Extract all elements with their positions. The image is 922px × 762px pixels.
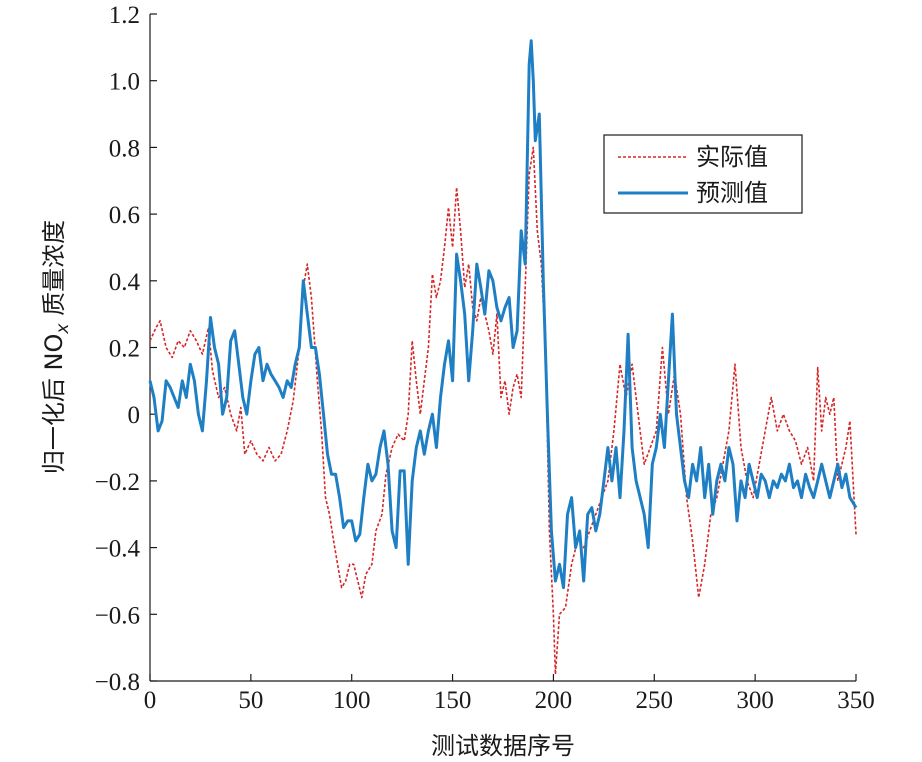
y-tick-label: −0.2: [95, 469, 140, 496]
y-tick-label: −0.4: [95, 536, 141, 563]
y-tick-label: −0.6: [95, 602, 140, 629]
y-axis-title-prefix: 归一化后 NO: [40, 334, 68, 474]
x-tick-label: 300: [736, 687, 774, 714]
y-axis-title-subscript: x: [53, 323, 73, 335]
x-tick-label: 200: [535, 687, 573, 714]
legend-label-actual: 实际值: [696, 143, 768, 171]
y-axis-title-suffix: 质量浓度: [40, 220, 68, 324]
y-tick-label: 0.4: [109, 269, 141, 296]
x-tick-label: 350: [837, 687, 875, 714]
x-tick-label: 50: [238, 687, 263, 714]
x-tick-label: 150: [434, 687, 472, 714]
y-tick-label: 0: [128, 402, 141, 429]
y-tick-label: 1.0: [109, 69, 140, 96]
x-axis-title: 测试数据序号: [431, 732, 575, 760]
x-tick-label: 100: [333, 687, 371, 714]
y-axis-title: 归一化后 NOx 质量浓度: [40, 220, 73, 474]
y-tick-label: 1.2: [109, 2, 140, 29]
series-line-actual: [149, 146, 857, 676]
y-tick-label: 0.6: [109, 202, 140, 229]
series-layer: [148, 39, 858, 676]
y-tick-label: 0.8: [109, 135, 140, 162]
x-tick-label: 250: [636, 687, 674, 714]
series-line-predicted: [148, 39, 858, 590]
y-tick-label: 0.2: [109, 336, 140, 363]
x-tick-label: 0: [144, 687, 157, 714]
legend: 实际值 预测值: [603, 134, 803, 214]
legend-label-predicted: 预测值: [696, 179, 768, 207]
y-tick-label: −0.8: [95, 669, 140, 696]
axes: 0 50 100 150 200 250 300 350 −0.8 −0.6 −0.4 −0.2 0 0.…: [95, 2, 875, 714]
legend-box: [603, 134, 803, 214]
